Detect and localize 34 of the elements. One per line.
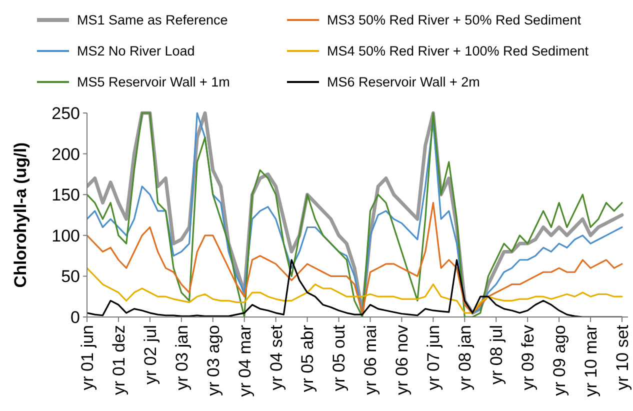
x-tick-label: yr 05 out [330,324,349,392]
x-tick-label: yr 10 set [612,324,632,390]
legend-label: MS4 50% Red River + 100% Red Sediment [327,44,589,59]
y-tick-label: 100 [52,226,80,246]
y-tick-label: 50 [61,267,80,286]
legend-label: MS5 Reservoir Wall + 1m [77,74,230,90]
x-tick-label: yr 05 abr [298,324,318,392]
x-tick-label: yr 06 nov [392,324,412,395]
x-tick-label: yr 04 set [266,324,286,390]
x-tick-label: yr 01 jun [78,325,97,390]
legend-label: MS6 Reservoir Wall + 2m [327,74,480,90]
y-tick-label: 250 [52,104,80,123]
legend-label: MS3 50% Red River + 50% Red Sediment [327,12,582,28]
line-series [87,267,623,314]
legend-label: MS1 Same as Reference [77,12,228,28]
y-tick-label: 150 [52,186,80,205]
x-tick-label: yr 03 jan [172,325,192,390]
x-tick-label: yr 08 jan [456,325,475,390]
y-tick-label: 200 [52,144,80,164]
y-tick-label: 0 [70,308,80,327]
x-tick-label: yr 01 dez [109,325,128,395]
x-tick-label: yr 06 mai [361,325,380,395]
y-axis-title: Chlorohyll-a (ug/l) [11,142,30,288]
legend-label: MS2 No River Load [77,44,195,59]
x-tick-label: yr 09 ago [550,325,570,396]
x-tick-label: yr 02 jul [140,325,160,385]
x-tick-label: yr 03 ago [204,325,223,396]
line-series [87,202,623,314]
x-tick-label: yr 10 mar [581,324,600,397]
x-tick-label: yr 09 fev [518,324,538,390]
x-tick-label: yr 07 jun [424,325,444,390]
x-tick-label: yr 08 jul [487,325,506,385]
line-series [87,259,623,317]
x-tick-label: yr 04 mar [235,324,254,397]
